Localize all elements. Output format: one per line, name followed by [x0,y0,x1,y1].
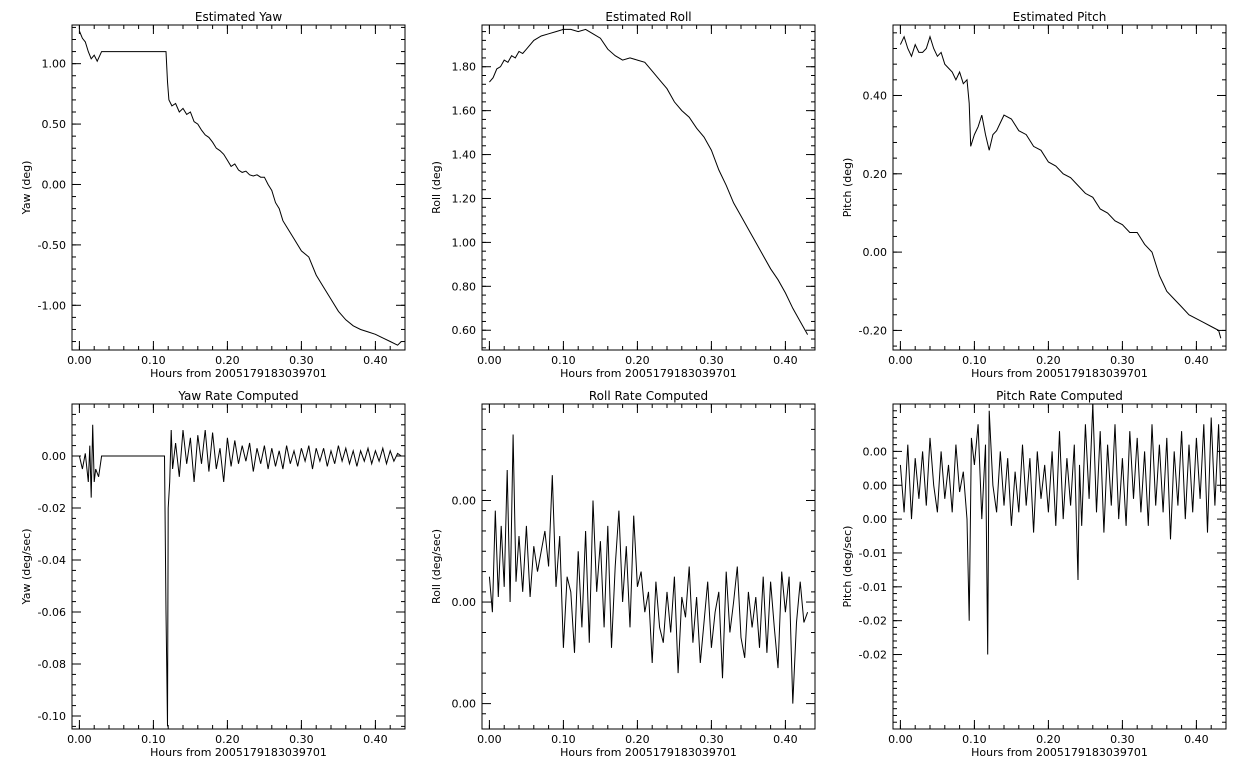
chart-title: Roll Rate Computed [589,389,708,403]
plot-frame [71,403,406,730]
y-tick-label: 0.40 [863,89,888,102]
x-tick-label: 0.20 [625,354,650,367]
series-line-1 [899,404,1222,655]
chart-panel-6: 0.00 0.10 0.20 0.30 0.40 0.00 0.00 0.00 -0.01 -0.… [841,389,1227,759]
x-tick-label: 0.30 [1110,733,1135,746]
y-tick-label: 0.00 [452,698,477,711]
x-tick-label: 0.40 [363,354,388,367]
x-tick-label: 0.10 [551,733,576,746]
y-axis-label: Yaw (deg/sec) [20,528,33,605]
chart-panel-2: 0.00 0.10 0.20 0.30 0.40 1.80 1.60 1.40 1.20 1.00… [430,10,816,380]
x-tick-label: 0.30 [699,354,724,367]
y-tick-label: -0.01 [859,547,887,560]
chart-title: Estimated Roll [605,10,691,24]
y-tick-label: 0.00 [42,178,67,191]
plot-frame [71,24,406,351]
y-tick-label: -0.06 [38,606,66,619]
y-tick-label: 1.40 [452,149,477,162]
plot-frame [892,403,1227,730]
y-tick-label: 0.50 [42,118,67,131]
series-line-1 [78,30,402,346]
x-tick-label: 0.00 [477,733,502,746]
y-tick-label: 0.60 [452,324,477,337]
plot-frame [481,403,816,730]
y-tick-label: 0.00 [452,494,477,507]
x-tick-label: 0.20 [215,733,240,746]
y-tick-label: 0.00 [863,479,888,492]
x-tick-label: 0.10 [551,354,576,367]
series-line-1 [488,434,809,704]
x-tick-label: 0.10 [141,354,166,367]
series-line-1 [899,35,1222,339]
x-tick-label: 0.20 [1036,733,1061,746]
x-tick-label: 0.20 [625,733,650,746]
x-tick-label: 0.30 [289,354,314,367]
y-tick-label: 1.00 [452,236,477,249]
y-tick-label: 1.00 [42,58,67,71]
y-tick-label: 0.00 [863,246,888,259]
x-axis-label: Hours from 2005179183039701 [150,746,327,759]
chart-title: Yaw Rate Computed [177,389,298,403]
x-tick-label: 0.30 [289,733,314,746]
y-tick-label: -1.00 [38,299,66,312]
y-tick-label: -0.50 [38,239,66,252]
plot-frame [892,24,1227,351]
x-tick-label: 0.20 [1036,354,1061,367]
y-axis-label: Roll (deg) [430,161,443,214]
x-tick-label: 0.00 [888,354,913,367]
x-tick-label: 0.40 [773,354,798,367]
x-tick-label: 0.30 [699,733,724,746]
y-tick-label: -0.08 [38,658,66,671]
y-tick-label: 0.20 [863,168,888,181]
y-tick-label: -0.10 [38,710,66,723]
y-tick-label: 1.60 [452,105,477,118]
y-tick-label: -0.04 [38,554,66,567]
y-tick-label: -0.02 [859,615,887,628]
x-axis-label: Hours from 2005179183039701 [971,367,1148,380]
y-tick-label: 0.00 [863,445,888,458]
y-tick-label: -0.02 [859,649,887,662]
y-tick-label: 1.80 [452,61,477,74]
y-tick-label: 0.80 [452,280,477,293]
x-tick-label: 0.40 [363,733,388,746]
x-tick-label: 0.40 [773,733,798,746]
x-tick-label: 0.00 [67,733,92,746]
chart-title: Pitch Rate Computed [996,389,1123,403]
chart-title: Estimated Pitch [1013,10,1107,24]
x-axis-label: Hours from 2005179183039701 [150,367,327,380]
x-tick-label: 0.40 [1184,354,1209,367]
x-tick-label: 0.00 [67,354,92,367]
y-tick-label: -0.02 [38,502,66,515]
y-tick-label: 0.00 [452,596,477,609]
y-tick-label: -0.01 [859,581,887,594]
series-line-1 [489,28,809,335]
y-axis-label: Pitch (deg) [841,158,854,218]
chart-panel-1: 0.00 0.10 0.20 0.30 0.40 1.00 0.50 0.00 -0.50 -1.… [20,10,406,380]
x-tick-label: 0.00 [888,733,913,746]
y-tick-label: 1.20 [452,192,477,205]
plot-frame [481,24,816,351]
chart-title: Estimated Yaw [195,10,282,24]
series-line-1 [78,424,402,727]
y-axis-label: Pitch (deg/sec) [841,526,854,608]
x-tick-label: 0.10 [141,733,166,746]
y-tick-label: -0.20 [859,324,887,337]
x-tick-label: 0.00 [477,354,502,367]
x-axis-label: Hours from 2005179183039701 [971,746,1148,759]
x-tick-label: 0.40 [1184,733,1209,746]
x-tick-label: 0.30 [1110,354,1135,367]
x-axis-label: Hours from 2005179183039701 [560,746,737,759]
chart-panel-5: 0.00 0.10 0.20 0.30 0.40 0.00 0.00 0.00 Roll Rat… [430,389,816,759]
x-axis-label: Hours from 2005179183039701 [560,367,737,380]
x-tick-label: 0.10 [962,733,987,746]
y-axis-label: Roll (deg/sec) [430,529,443,604]
x-tick-label: 0.20 [215,354,240,367]
y-tick-label: 0.00 [42,450,67,463]
y-axis-label: Yaw (deg) [20,161,33,216]
x-tick-label: 0.10 [962,354,987,367]
chart-panel-4: 0.00 0.10 0.20 0.30 0.40 0.00 -0.02 -0.04 -0.06 -… [20,389,406,759]
y-tick-label: 0.00 [863,513,888,526]
chart-panel-3: 0.00 0.10 0.20 0.30 0.40 0.40 0.20 0.00 -0.20 Est… [841,10,1227,380]
